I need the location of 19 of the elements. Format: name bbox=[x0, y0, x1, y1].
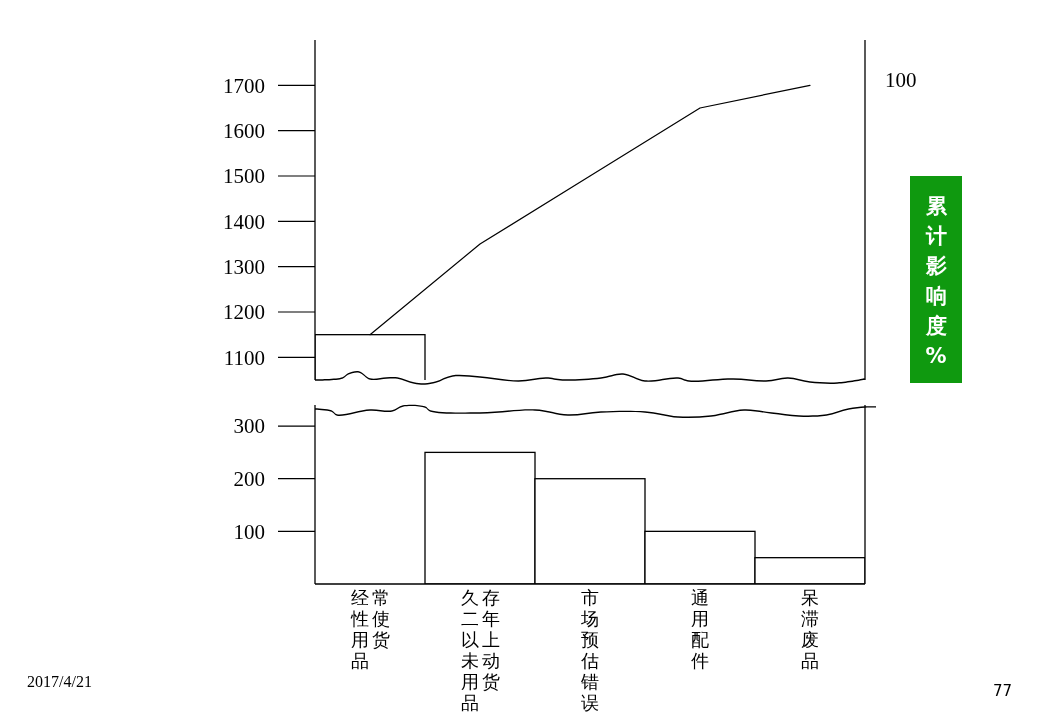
y-tick-label: 1100 bbox=[223, 345, 265, 370]
y-tick-label: 1300 bbox=[223, 255, 265, 280]
text: 100 bbox=[885, 68, 917, 92]
x-tick-label: 通用配件 bbox=[691, 587, 709, 671]
y2-axis-title: 累计影响度% bbox=[924, 194, 948, 368]
text: 2017/4/21 bbox=[27, 673, 92, 690]
x-tick-label: 经常性使用货品 bbox=[349, 587, 390, 671]
y-tick-label: 1400 bbox=[223, 209, 265, 234]
y-tick-label: 1200 bbox=[223, 300, 265, 325]
x-tick-label: 呆滞废品 bbox=[801, 587, 819, 671]
y-tick-label: 100 bbox=[233, 519, 265, 544]
y-tick-label: 1500 bbox=[223, 164, 265, 189]
text: 77 bbox=[992, 682, 1012, 700]
x-tick-label: 市场预估错误 bbox=[580, 587, 599, 713]
y-tick-label: 1700 bbox=[223, 73, 265, 98]
y-tick-label: 200 bbox=[233, 467, 265, 492]
y-tick-label: 1600 bbox=[223, 119, 265, 144]
y-tick-label: 300 bbox=[233, 414, 265, 439]
x-tick-label: 久存二年以上未动用货品 bbox=[460, 587, 500, 713]
